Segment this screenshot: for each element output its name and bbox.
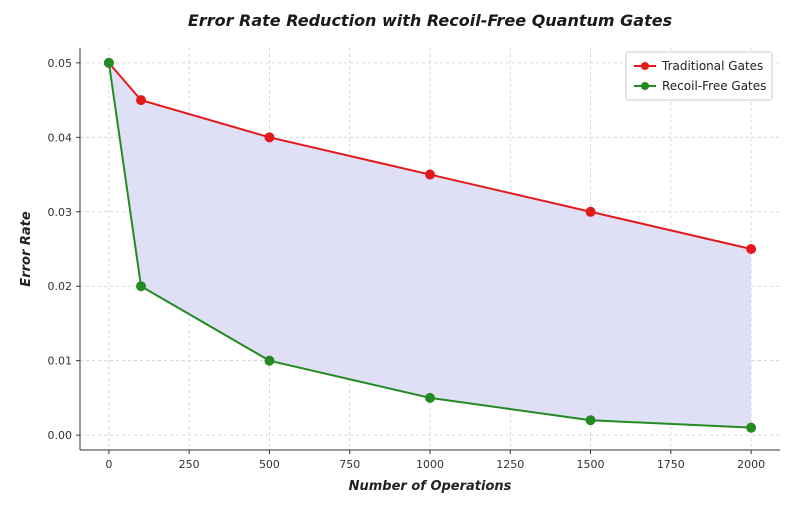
- x-tick-label: 250: [179, 458, 200, 471]
- x-tick-label: 1500: [577, 458, 605, 471]
- x-tick-label: 1000: [416, 458, 444, 471]
- y-axis-label: Error Rate: [19, 211, 34, 287]
- series-marker-0: [265, 133, 274, 142]
- y-tick-label: 0.04: [48, 131, 73, 144]
- series-marker-1: [104, 58, 113, 67]
- series-marker-0: [426, 170, 435, 179]
- x-tick-label: 0: [105, 458, 112, 471]
- x-tick-label: 2000: [737, 458, 765, 471]
- y-tick-label: 0.00: [48, 429, 73, 442]
- fill-between-region: [109, 63, 751, 428]
- series-marker-1: [426, 393, 435, 402]
- series-marker-1: [747, 423, 756, 432]
- x-tick-label: 1250: [496, 458, 524, 471]
- legend-label: Recoil-Free Gates: [662, 79, 766, 93]
- legend-label: Traditional Gates: [661, 59, 763, 73]
- series-marker-0: [747, 245, 756, 254]
- legend-swatch-marker: [641, 62, 649, 70]
- chart-title: Error Rate Reduction with Recoil-Free Qu…: [188, 11, 672, 30]
- x-tick-label: 750: [339, 458, 360, 471]
- series-marker-1: [137, 282, 146, 291]
- series-marker-0: [586, 207, 595, 216]
- chart-container: 0 250 500 750 1000 1250 1500 1750 2000 0.00 0.01 0.…: [0, 0, 800, 513]
- y-tick-label: 0.05: [48, 57, 73, 70]
- x-tick-label: 1750: [657, 458, 685, 471]
- series-marker-1: [586, 416, 595, 425]
- y-tick-label: 0.02: [48, 280, 73, 293]
- y-tick-label: 0.03: [48, 206, 73, 219]
- series-marker-1: [265, 356, 274, 365]
- legend-swatch-marker: [641, 82, 649, 90]
- error-rate-chart: 0 250 500 750 1000 1250 1500 1750 2000 0.00 0.01 0.…: [0, 0, 800, 513]
- series-marker-0: [137, 96, 146, 105]
- x-tick-label: 500: [259, 458, 280, 471]
- y-tick-label: 0.01: [48, 355, 73, 368]
- x-axis-label: Number of Operations: [349, 479, 512, 494]
